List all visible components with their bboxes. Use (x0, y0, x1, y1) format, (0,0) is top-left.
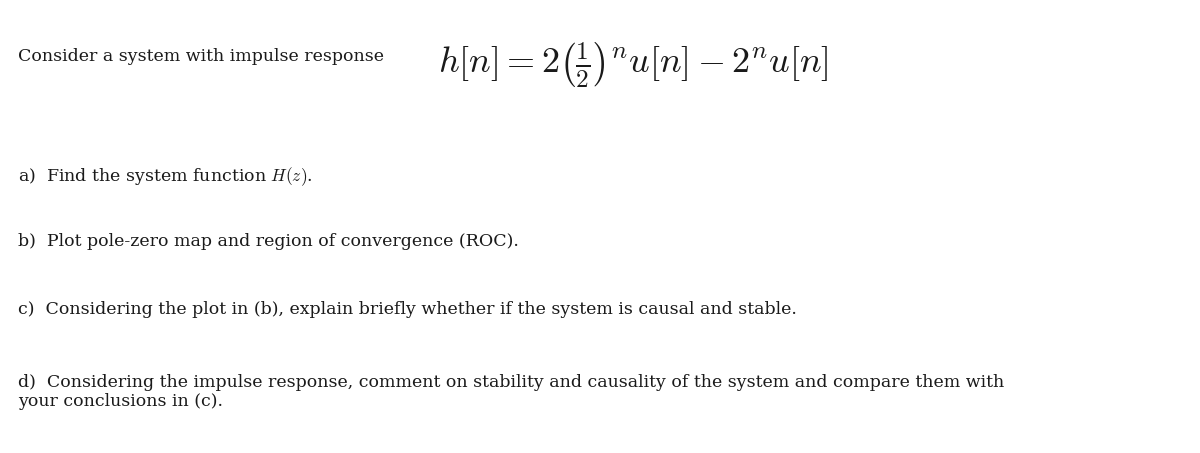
Text: d)  Considering the impulse response, comment on stability and causality of the : d) Considering the impulse response, com… (18, 374, 1004, 410)
Text: b)  Plot pole-zero map and region of convergence (ROC).: b) Plot pole-zero map and region of conv… (18, 233, 518, 251)
Text: c)  Considering the plot in (b), explain briefly whether if the system is causal: c) Considering the plot in (b), explain … (18, 301, 797, 318)
Text: Consider a system with impulse response: Consider a system with impulse response (18, 48, 384, 65)
Text: a)  Find the system function $H(z)$.: a) Find the system function $H(z)$. (18, 165, 313, 188)
Text: $h[n] = 2\left(\frac{1}{2}\right)^{n} u[n] - 2^{n}u[n]$: $h[n] = 2\left(\frac{1}{2}\right)^{n} u[… (438, 41, 829, 90)
